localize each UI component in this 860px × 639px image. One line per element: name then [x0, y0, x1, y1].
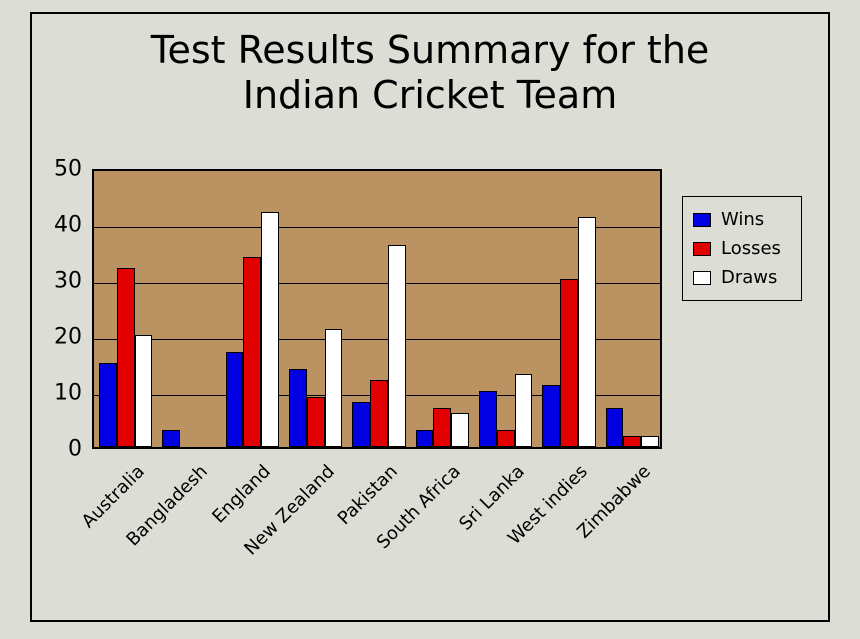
x-tick-label: Australia — [35, 461, 149, 575]
bar-draws — [388, 245, 406, 447]
legend-item: Draws — [693, 263, 791, 292]
bar-draws — [325, 329, 343, 447]
bar-losses — [560, 279, 578, 447]
y-tick-label: 0 — [68, 437, 82, 462]
y-tick-label: 20 — [54, 325, 82, 350]
bar-wins — [99, 363, 117, 447]
gridline — [94, 227, 660, 228]
bar-wins — [479, 391, 497, 447]
legend: Wins Losses Draws — [682, 196, 802, 301]
legend-item: Losses — [693, 234, 791, 263]
bar-wins — [226, 352, 244, 447]
title-line-1: Test Results Summary for the — [151, 28, 710, 72]
legend-label: Wins — [721, 209, 764, 230]
y-tick-label: 50 — [54, 157, 82, 182]
bar-losses — [117, 268, 135, 447]
legend-label: Draws — [721, 267, 777, 288]
chart-panel: Test Results Summary for the Indian Cric… — [30, 12, 830, 622]
bar-draws — [135, 335, 153, 447]
chart-title: Test Results Summary for the Indian Cric… — [32, 28, 828, 118]
bar-wins — [289, 369, 307, 447]
plot-area-wrap: 01020304050AustraliaBangladeshEnglandNew… — [92, 169, 662, 449]
bar-wins — [352, 402, 370, 447]
bar-losses — [623, 436, 641, 447]
bar-wins — [542, 385, 560, 447]
legend-swatch — [693, 242, 711, 256]
bar-draws — [641, 436, 659, 447]
bar-losses — [370, 380, 388, 447]
y-tick-label: 10 — [54, 381, 82, 406]
plot-area — [92, 169, 662, 449]
y-tick-label: 40 — [54, 213, 82, 238]
bar-losses — [497, 430, 515, 447]
legend-swatch — [693, 213, 711, 227]
bar-draws — [515, 374, 533, 447]
bar-losses — [307, 397, 325, 447]
bar-draws — [451, 413, 469, 447]
y-tick-label: 30 — [54, 269, 82, 294]
bar-losses — [243, 257, 261, 447]
legend-item: Wins — [693, 205, 791, 234]
bar-wins — [162, 430, 180, 447]
bar-draws — [261, 212, 279, 447]
bar-wins — [416, 430, 434, 447]
bar-losses — [433, 408, 451, 447]
legend-swatch — [693, 271, 711, 285]
bar-draws — [578, 217, 596, 447]
title-line-2: Indian Cricket Team — [243, 73, 617, 117]
legend-label: Losses — [721, 238, 781, 259]
bar-wins — [606, 408, 624, 447]
